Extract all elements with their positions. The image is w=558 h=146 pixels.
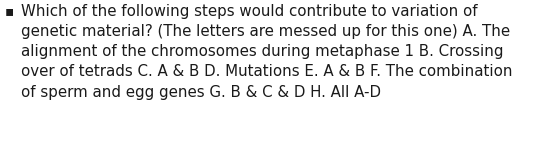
Text: Which of the following steps would contribute to variation of
genetic material? : Which of the following steps would contr… bbox=[21, 4, 513, 100]
Text: ▪: ▪ bbox=[4, 4, 14, 18]
